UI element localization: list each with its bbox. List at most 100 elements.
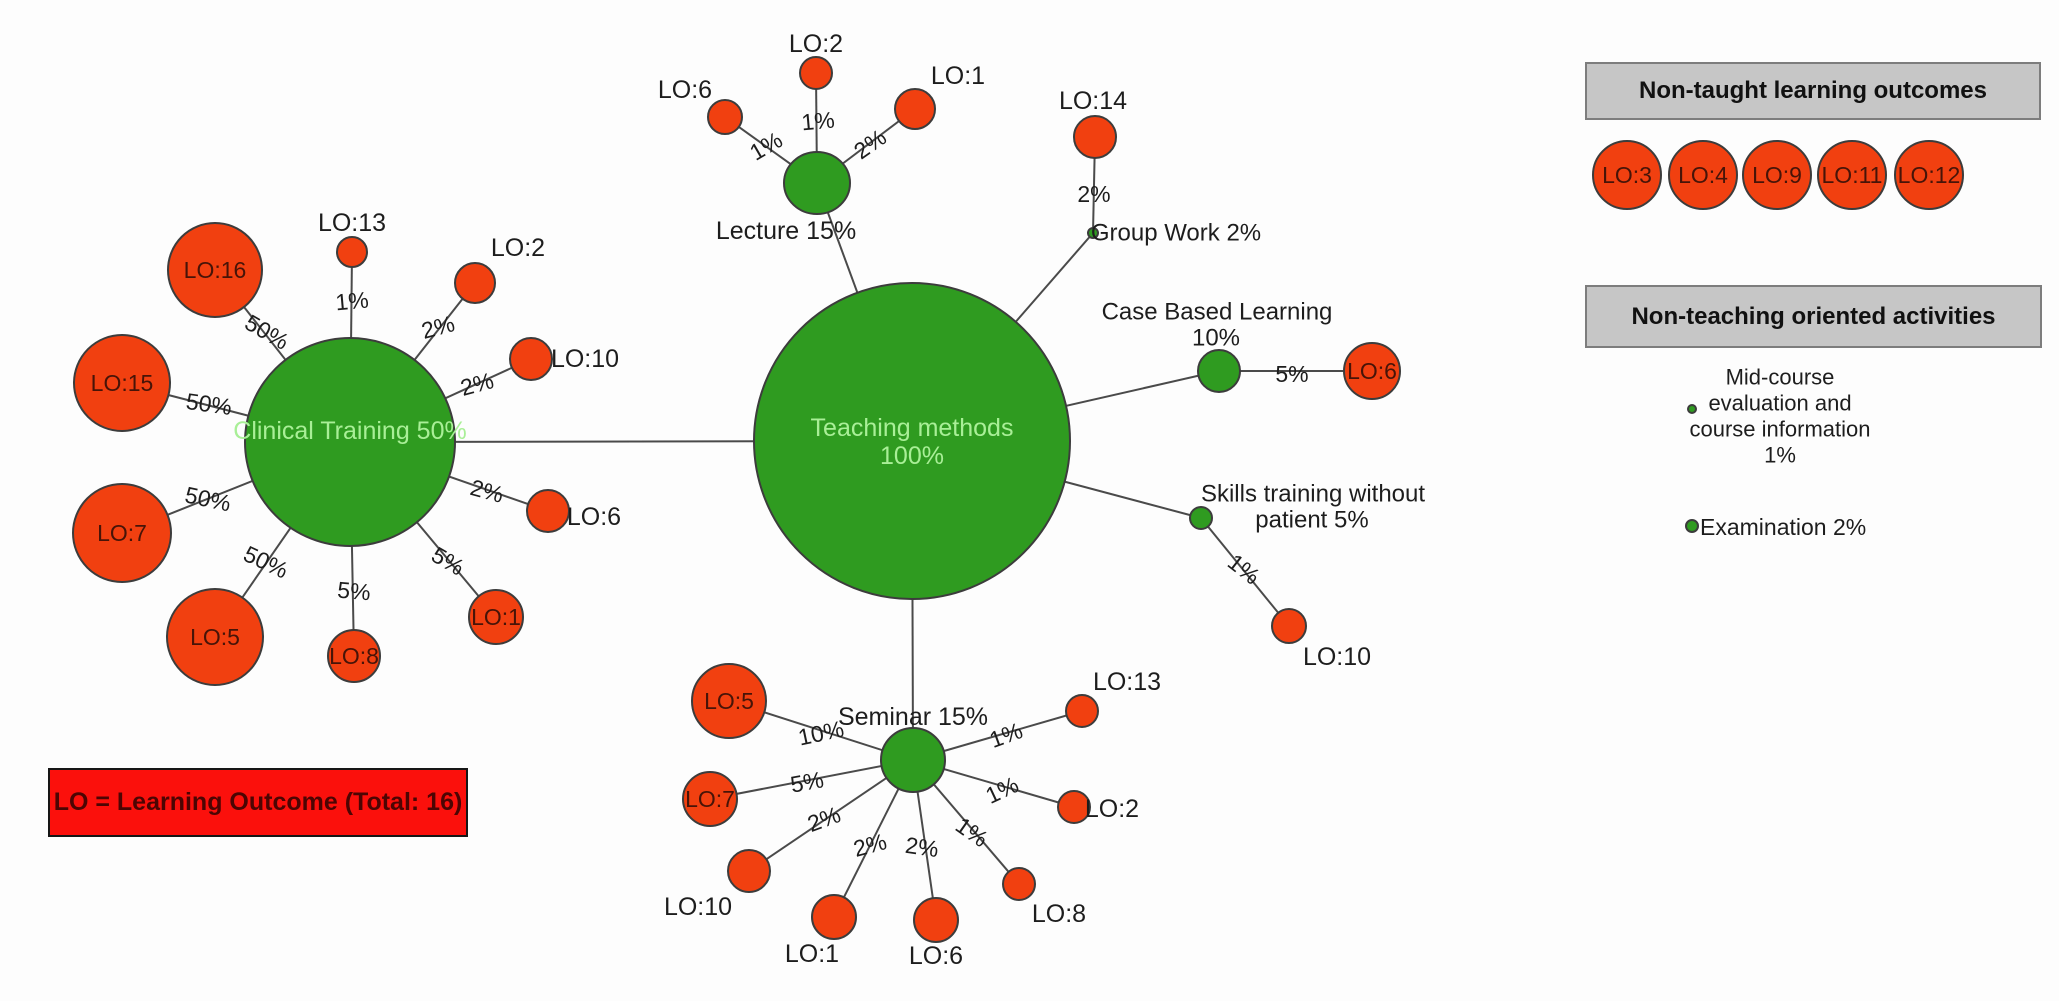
node-seminar xyxy=(880,727,946,793)
pct-ct-lo2: 2% xyxy=(419,310,458,344)
midcourse-line-3: course information xyxy=(1690,417,1871,442)
pct-ct-lo15: 50% xyxy=(184,388,233,420)
node-sem-lo5 xyxy=(691,663,767,739)
node-nt-lo12 xyxy=(1894,140,1964,210)
node-teaching-methods xyxy=(753,282,1071,600)
edge-line-24 xyxy=(748,759,914,872)
midcourse-line-4: 1% xyxy=(1764,443,1796,468)
pct-ct-lo13: 1% xyxy=(334,287,369,316)
node-lecture xyxy=(783,151,851,215)
name-sem-lo13: LO:13 xyxy=(1093,668,1161,696)
node-label-ct-lo1: LO:1 xyxy=(471,604,521,630)
lo-legend-box: LO = Learning Outcome (Total: 16) xyxy=(48,768,468,837)
node-label-nt-lo4: LO:4 xyxy=(1678,162,1728,188)
node-label-sem-lo5: LO:5 xyxy=(704,688,754,714)
pct-ct-lo7: 50% xyxy=(183,481,233,516)
node-label-nt-lo12: LO:12 xyxy=(1898,162,1961,188)
examination-label: Examination 2% xyxy=(1700,514,1866,540)
node-sem-lo7 xyxy=(682,771,738,827)
node-label-clinical-training-0: Clinical Training 50% xyxy=(233,417,466,445)
pct-gw-lo14: 2% xyxy=(1077,181,1110,207)
lo-legend-text: LO = Learning Outcome (Total: 16) xyxy=(53,788,463,816)
node-ct-lo10 xyxy=(509,337,553,381)
non-taught-outcomes-header: Non-taught learning outcomes xyxy=(1585,62,2041,120)
non-teaching-activities-title: Non-teaching oriented activities xyxy=(1631,302,1996,330)
pct-ct-lo5: 50% xyxy=(240,540,293,583)
node-ct-lo13 xyxy=(336,236,368,268)
pct-ct-lo16: 50% xyxy=(241,309,294,355)
title-skills-2: patient 5% xyxy=(1255,507,1368,534)
title-group-work: Group Work 2% xyxy=(1091,220,1261,247)
name-sem-lo8: LO:8 xyxy=(1032,900,1086,928)
name-lec-lo6: LO:6 xyxy=(658,76,712,104)
title-lecture: Lecture 15% xyxy=(716,217,856,245)
name-lec-lo1: LO:1 xyxy=(931,62,985,90)
node-label-cbl-lo6: LO:6 xyxy=(1347,358,1397,384)
pct-sem-lo7: 5% xyxy=(788,766,825,797)
node-label-teaching-methods-1: 100% xyxy=(880,442,944,470)
name-lec-lo2: LO:2 xyxy=(789,30,843,58)
node-sk-lo10 xyxy=(1271,608,1307,644)
pct-lec-lo2: 1% xyxy=(800,107,835,136)
node-sem-lo6 xyxy=(913,897,959,943)
midcourse-line-1: Mid-course xyxy=(1726,365,1835,390)
node-ct-lo7 xyxy=(72,483,172,583)
node-nt-lo3 xyxy=(1592,140,1662,210)
node-nt-lo4 xyxy=(1668,140,1738,210)
pct-sem-lo13: 1% xyxy=(986,717,1026,753)
node-ct-lo5 xyxy=(166,588,264,686)
edge-line-23 xyxy=(709,759,914,800)
title-cbl-1: Case Based Learning xyxy=(1102,299,1333,326)
pct-sem-lo1: 2% xyxy=(851,828,890,862)
node-label-ct-lo5: LO:5 xyxy=(190,624,240,650)
node-sem-lo8 xyxy=(1002,867,1036,901)
node-skills-training-dot xyxy=(1189,506,1213,530)
node-label-ct-lo8: LO:8 xyxy=(329,643,379,669)
name-sem-lo10: LO:10 xyxy=(664,893,732,921)
pct-sem-lo5: 10% xyxy=(796,715,846,750)
node-ct-lo15 xyxy=(73,334,171,432)
name-sem-lo6: LO:6 xyxy=(909,942,963,970)
name-ct-lo6: LO:6 xyxy=(567,503,621,531)
node-label-nt-lo3: LO:3 xyxy=(1602,162,1652,188)
name-gw-lo14: LO:14 xyxy=(1059,87,1127,115)
name-sem-lo1: LO:1 xyxy=(785,940,839,968)
node-nt-lo9 xyxy=(1742,140,1812,210)
node-cbl-lo6 xyxy=(1343,342,1401,400)
node-lec-lo1 xyxy=(894,88,936,130)
node-label-ct-lo15: LO:15 xyxy=(91,370,154,396)
node-label-ct-lo16: LO:16 xyxy=(184,257,247,283)
node-ct-lo8 xyxy=(327,629,381,683)
node-lec-lo2 xyxy=(799,56,833,90)
name-ct-lo2: LO:2 xyxy=(491,234,545,262)
title-cbl-2: 10% xyxy=(1192,325,1240,352)
pct-sem-lo6: 2% xyxy=(904,832,941,862)
pct-ct-lo8: 5% xyxy=(336,577,371,606)
node-sem-lo13 xyxy=(1065,694,1099,728)
pct-cbl-lo6: 5% xyxy=(1275,361,1308,387)
node-ct-lo2 xyxy=(454,262,496,304)
node-lec-lo6 xyxy=(707,99,743,135)
node-ct-lo16 xyxy=(167,222,263,318)
midcourse-line-2: evaluation and xyxy=(1708,391,1851,416)
node-label-teaching-methods-0: Teaching methods xyxy=(811,414,1014,442)
name-ct-lo13: LO:13 xyxy=(318,209,386,237)
node-examination-dot xyxy=(1685,519,1699,533)
pct-lec-lo6: 1% xyxy=(745,126,787,165)
non-teaching-activities-header: Non-teaching oriented activities xyxy=(1585,285,2042,348)
pct-ct-lo1: 5% xyxy=(427,541,469,580)
node-group-work-dot xyxy=(1087,227,1099,239)
pct-sem-lo2: 1% xyxy=(981,771,1022,809)
node-sem-lo1 xyxy=(811,894,857,940)
node-label-ct-lo7: LO:7 xyxy=(97,520,147,546)
pct-sk-lo10: 1% xyxy=(1223,549,1265,590)
node-sem-lo2 xyxy=(1057,790,1091,824)
node-sem-lo10 xyxy=(727,849,771,893)
node-ct-lo6 xyxy=(526,489,570,533)
node-clinical-training xyxy=(244,337,456,547)
title-skills-1: Skills training without xyxy=(1201,481,1425,508)
node-label-sem-lo7: LO:7 xyxy=(685,786,735,812)
pct-ct-lo10: 2% xyxy=(458,367,497,401)
